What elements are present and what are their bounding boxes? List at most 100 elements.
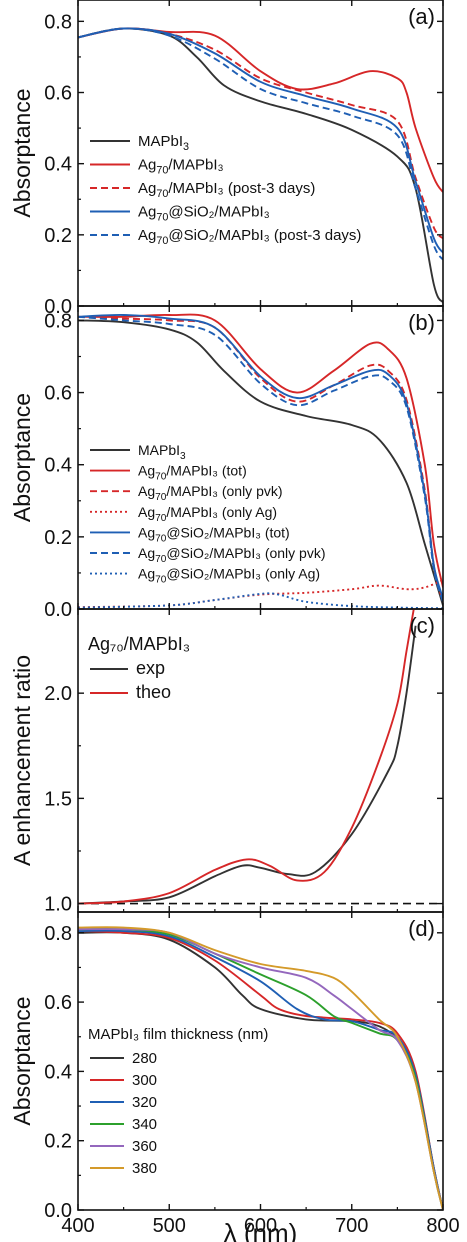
legend-label-suffix: /MAPbI₃ (only pvk)	[166, 483, 282, 499]
legend-label-name: Ag	[138, 157, 156, 174]
legend-label-5: Ag70@SiO₂/MAPbI₃ (post-3 days)	[138, 227, 361, 247]
series-group	[78, 27, 443, 303]
panel-1: 0.00.20.40.60.8Absorptance(a)MAPbI3Ag70/…	[9, 0, 444, 318]
x-tick-label: 400	[61, 1215, 94, 1237]
legend-label-suffix: @SiO₂/MAPbI₃ (only Ag)	[166, 566, 320, 582]
legend-label-3: Ag70/MAPbI₃ (post-3 days)	[138, 180, 315, 200]
legend-label-name: 340	[132, 1116, 157, 1133]
x-tick-label: 700	[335, 1215, 368, 1237]
y-axis-label: A enhancement ratio	[9, 655, 35, 866]
legend-label-subscript: 70	[156, 212, 168, 224]
x-tick-label: 800	[426, 1215, 459, 1237]
legend-label-subscript: 70	[155, 554, 167, 565]
legend-label-name: 320	[132, 1094, 157, 1111]
legend-label-5: Ag70@SiO₂/MAPbI₃ (tot)	[138, 524, 290, 544]
legend-title: MAPbI₃ film thickness (nm)	[88, 1026, 268, 1043]
legend-label-name: MAPbI	[138, 133, 183, 150]
x-tick-label: 500	[153, 1215, 186, 1237]
legend-label-subscript: 70	[155, 492, 167, 503]
panel-4: 0.0 0.2 0.4 0.6 0.8 Absorptance (d) MAPbI₃ film…	[9, 911, 444, 1222]
series-line-5	[78, 27, 443, 261]
plot-frame	[77, 608, 444, 913]
x-tick-label: 600	[244, 1215, 277, 1237]
series-line-2	[78, 27, 443, 193]
legend-label-subscript: 70	[155, 575, 167, 586]
y-tick-label: 0.2	[44, 1131, 72, 1153]
series-line-2	[78, 313, 443, 588]
legend-label-2: Ag70/MAPbI₃	[138, 157, 224, 177]
legend-label-subscript: 70	[155, 513, 167, 524]
legend-label-suffix: @SiO₂/MAPbI₃ (tot)	[166, 524, 289, 540]
series-line-2	[78, 609, 415, 905]
series-line-7	[78, 592, 443, 609]
panel-label: (a)	[408, 4, 435, 29]
series-line-4	[78, 579, 443, 609]
legend-label-subscript: 70	[155, 533, 167, 544]
legend-label-subscript: 70	[156, 235, 168, 247]
panel-label: (d)	[408, 916, 435, 941]
legend-label-suffix: /MAPbI₃ (tot)	[166, 463, 246, 479]
legend-label-name: Ag	[138, 204, 156, 221]
y-tick-label: 0.0	[44, 599, 72, 621]
legend-label-1: MAPbI3	[138, 442, 186, 462]
legend-label-suffix: /MAPbI₃ (only Ag)	[166, 504, 277, 520]
y-axis-label: Absorptance	[9, 393, 35, 522]
y-tick-label: 0.6	[44, 83, 72, 105]
legend-label-1: MAPbI3	[138, 133, 189, 153]
y-tick-label: 0.6	[44, 992, 72, 1014]
series-line-6	[78, 926, 443, 1210]
legend-label-3: Ag70/MAPbI₃ (only pvk)	[138, 483, 283, 503]
series-group	[78, 609, 417, 905]
legend-label-2: Ag70/MAPbI₃ (tot)	[138, 463, 247, 483]
legend-label-4: Ag70@SiO₂/MAPbI₃	[138, 204, 270, 224]
y-tick-label: 0.4	[44, 154, 72, 176]
legend-label-name: MAPbI	[138, 442, 180, 458]
legend-label-name: Ag	[138, 566, 155, 582]
legend-label-subscript: 70	[156, 165, 168, 177]
x-axis-label: λ (nm)	[224, 1218, 298, 1242]
legend-label-1: exp	[136, 658, 165, 678]
panel-label: (c)	[409, 613, 435, 638]
y-tick-label: 0.8	[44, 923, 72, 945]
legend-label-3: 320	[132, 1094, 157, 1111]
legend-label-suffix: @SiO₂/MAPbI₃ (post-3 days)	[168, 227, 361, 244]
legend-label-suffix: @SiO₂/MAPbI₃	[168, 204, 269, 221]
legend-label-subscript: 3	[180, 451, 186, 462]
legend-label-subscript: 3	[183, 141, 189, 153]
y-axis-label: Absorptance	[9, 88, 35, 217]
legend-label-suffix: @SiO₂/MAPbI₃ (only pvk)	[166, 545, 325, 561]
legend-label-1: 280	[132, 1050, 157, 1067]
series-line-1	[78, 319, 443, 606]
legend-label-4: Ag70/MAPbI₃ (only Ag)	[138, 504, 277, 524]
series-line-4	[78, 27, 443, 254]
legend-label-7: Ag70@SiO₂/MAPbI₃ (only Ag)	[138, 566, 320, 586]
y-tick-label: 1.5	[44, 788, 72, 810]
legend-label-name: theo	[136, 682, 171, 702]
plot-frame	[77, 305, 444, 610]
y-tick-label: 0.0	[44, 1200, 72, 1222]
legend-label-name: Ag	[138, 483, 155, 499]
y-tick-label: 0.8	[44, 310, 72, 332]
plot-frame	[77, 0, 444, 307]
legend-label-6: 380	[132, 1160, 157, 1177]
y-tick-label: 0.4	[44, 455, 72, 477]
legend-label-name: Ag	[138, 180, 156, 197]
legend-title: Ag₇₀/MAPbI₃	[88, 634, 190, 654]
y-tick-label: 0.6	[44, 383, 72, 405]
y-axis-label: Absorptance	[9, 996, 35, 1125]
legend-label-2: theo	[136, 682, 171, 702]
legend-label-suffix: /MAPbI₃	[168, 157, 223, 174]
y-tick-label: 0.0	[44, 296, 72, 318]
legend-label-name: 360	[132, 1138, 157, 1155]
y-tick-label: 1.0	[44, 894, 72, 916]
series-line-1	[78, 27, 443, 303]
panel-3: 1.0 1.5 2.0 A enhancement ratio (c) Ag₇₀/MAPb…	[9, 608, 444, 916]
y-tick-label: 0.4	[44, 1061, 72, 1083]
y-tick-label: 2.0	[44, 683, 72, 705]
y-tick-label: 0.2	[44, 225, 72, 247]
series-line-1	[78, 625, 417, 905]
y-tick-label: 0.8	[44, 11, 72, 33]
legend-label-name: 380	[132, 1160, 157, 1177]
series-group	[78, 313, 443, 609]
